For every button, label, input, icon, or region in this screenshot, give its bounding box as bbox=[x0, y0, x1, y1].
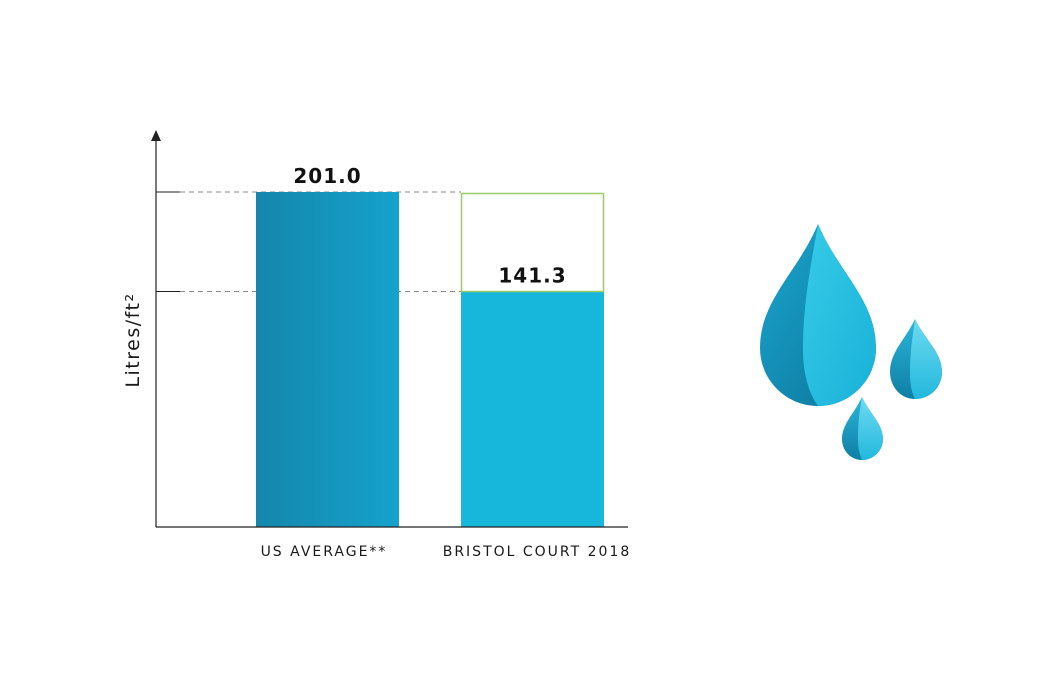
y-axis-title: Litres/ft² bbox=[122, 292, 144, 387]
reduction-outline-box bbox=[460, 192, 605, 293]
reference-lines bbox=[156, 191, 461, 292]
value-label: 141.3 bbox=[498, 264, 566, 288]
water-drops-icon bbox=[760, 224, 942, 460]
large-drop-icon bbox=[760, 224, 876, 406]
bar-us-average bbox=[256, 192, 399, 527]
bar-bristol-court-2018 bbox=[461, 291, 604, 527]
medium-drop-icon bbox=[890, 319, 942, 399]
value-labels: 201.0 141.3 bbox=[293, 164, 566, 288]
category-label: US AVERAGE** bbox=[261, 544, 388, 560]
small-drop-icon bbox=[842, 397, 883, 460]
y-axis-arrow-icon bbox=[151, 130, 161, 141]
category-labels: US AVERAGE** BRISTOL COURT 2018 bbox=[261, 544, 632, 560]
bars bbox=[256, 192, 605, 527]
value-label: 201.0 bbox=[293, 164, 361, 188]
category-label: BRISTOL COURT 2018 bbox=[443, 544, 632, 560]
